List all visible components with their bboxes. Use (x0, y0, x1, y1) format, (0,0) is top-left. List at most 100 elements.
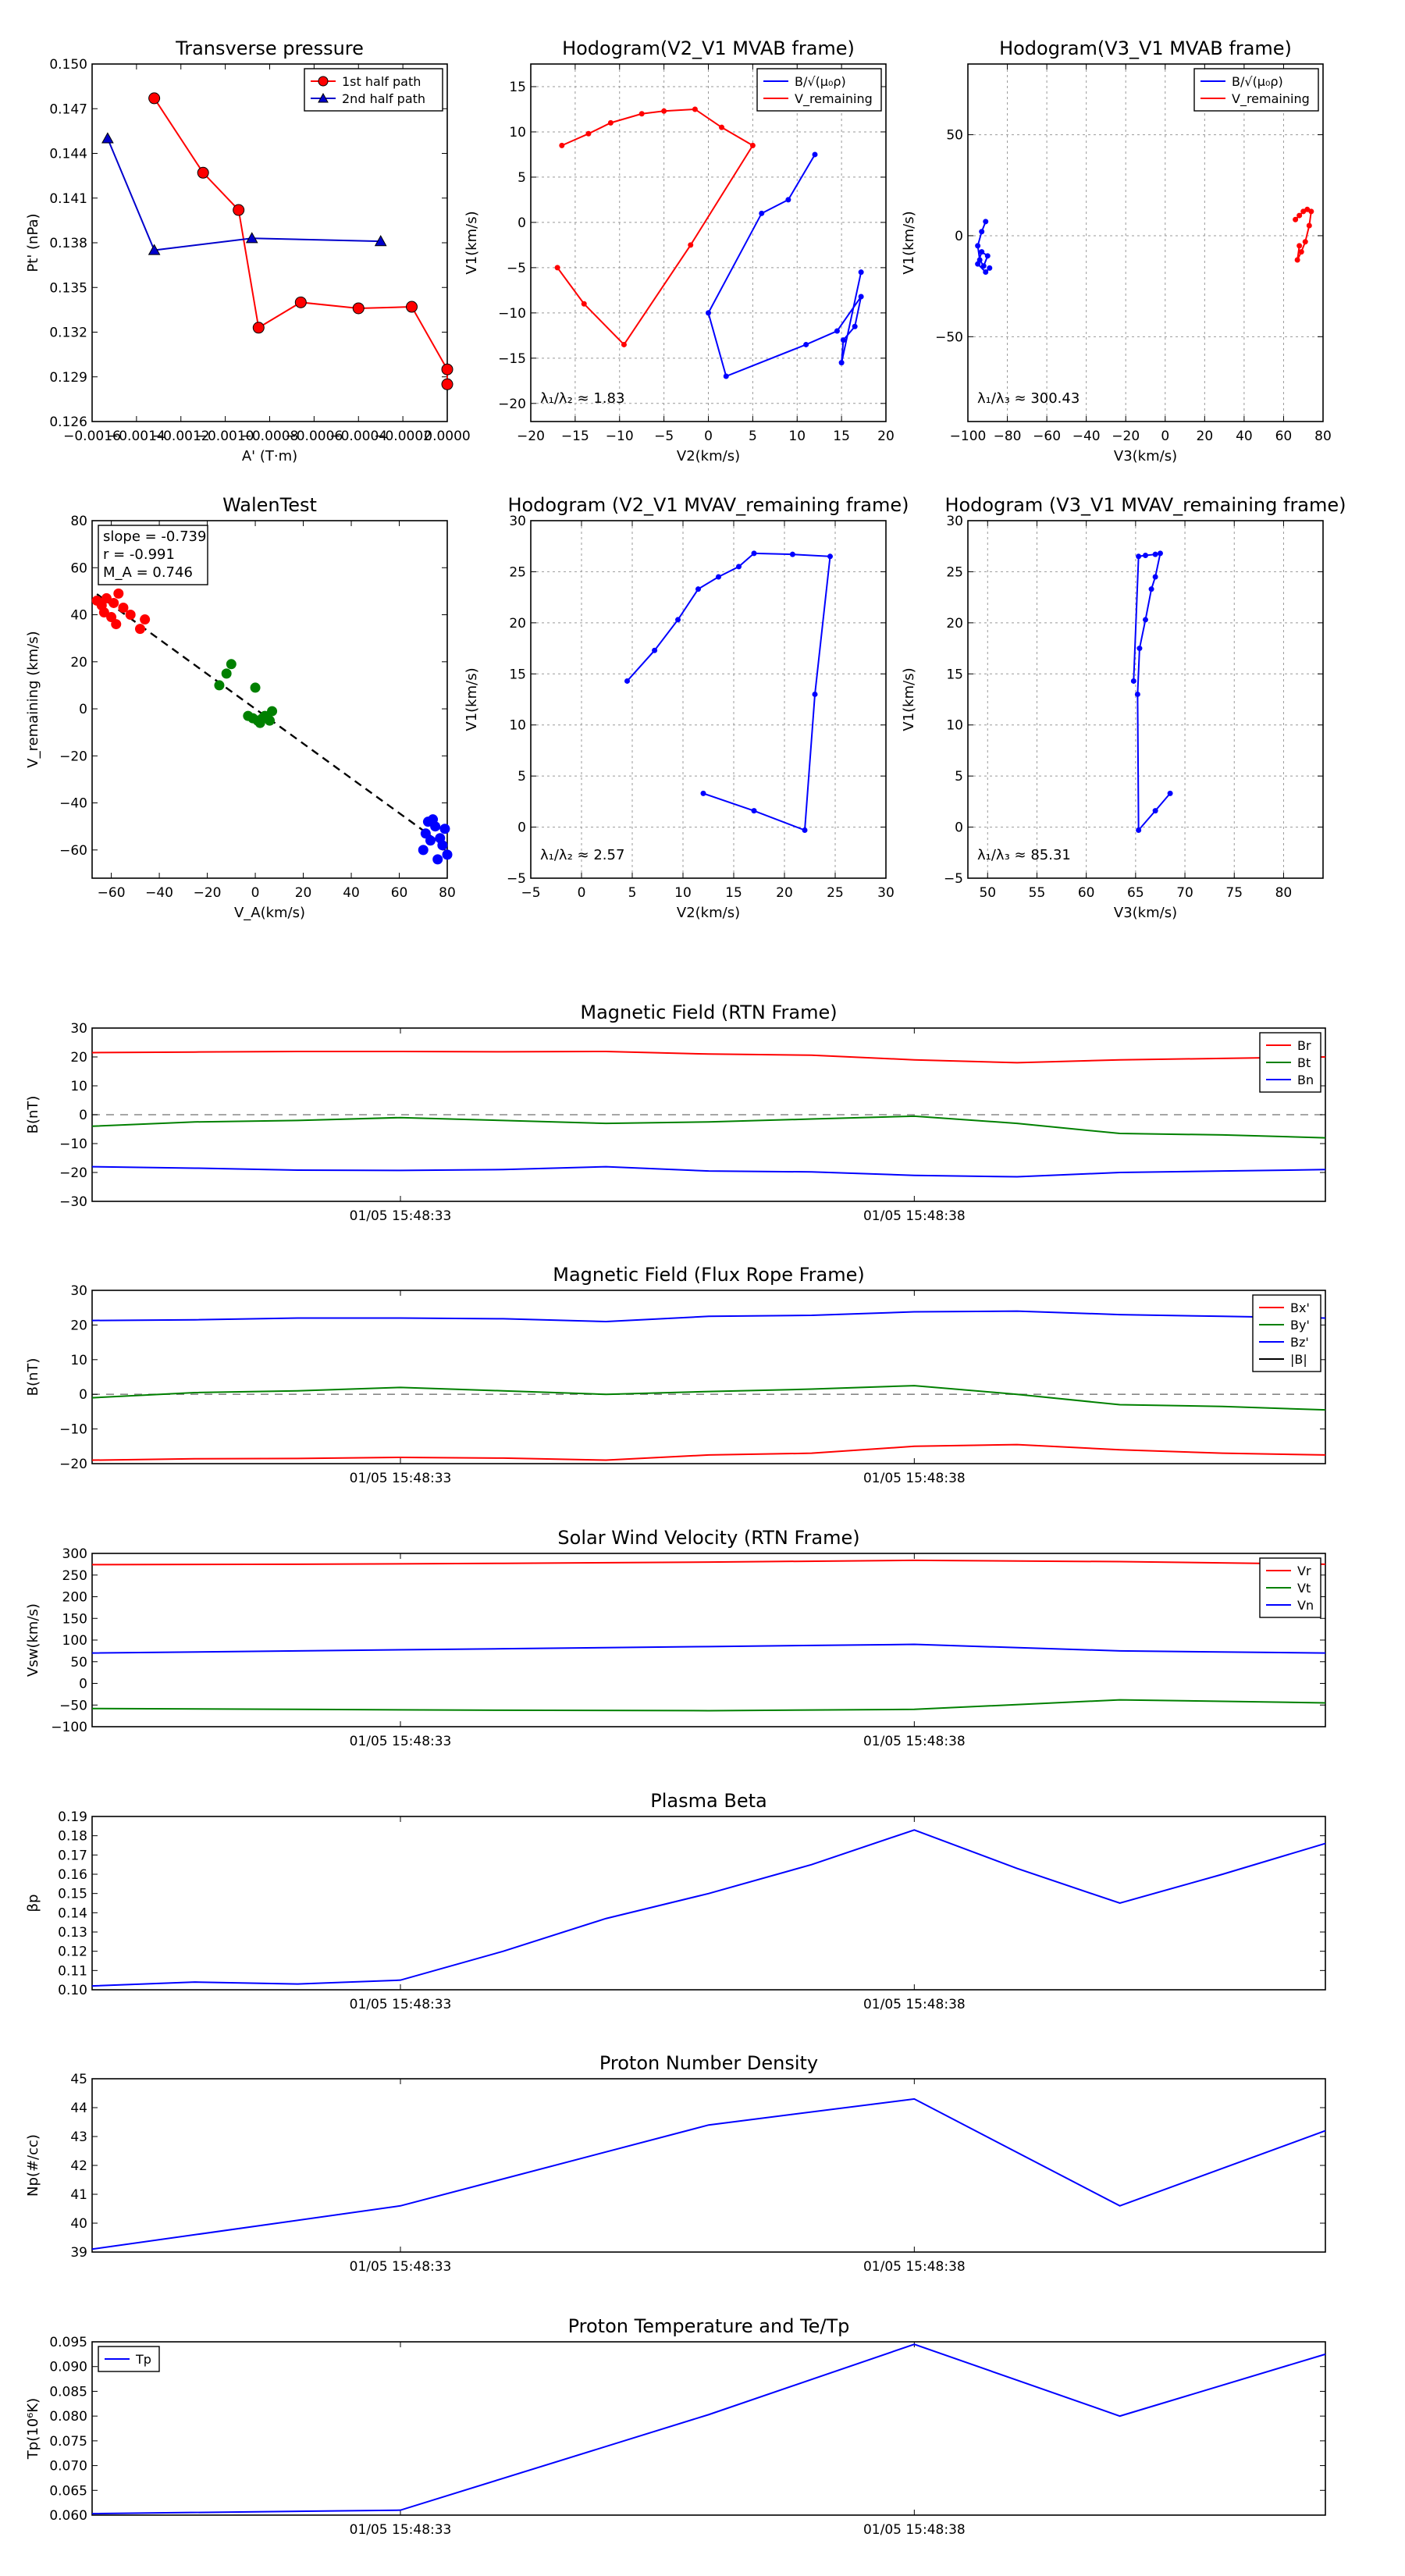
annotation: λ₁/λ₃ ≈ 85.31 (977, 847, 1071, 863)
y-tick-label: 0.14 (58, 1905, 87, 1921)
stats-box (98, 525, 208, 585)
data-point (700, 790, 706, 796)
data-point (661, 108, 667, 114)
series-line-Vr (91, 1559, 1326, 1566)
y-axis-label: V1(km/s) (901, 211, 917, 274)
chart-title: Plasma Beta (650, 1790, 767, 1812)
data-point (979, 229, 985, 235)
plot-frame (967, 63, 1324, 422)
series-group (975, 206, 1314, 276)
x-tick-label: 20 (295, 885, 312, 901)
y-tick-label: 0.135 (49, 280, 87, 296)
series-group (91, 1310, 1326, 1461)
y-tick-label: −100 (51, 1720, 87, 1735)
y-tick-label: −20 (498, 397, 526, 412)
data-point (692, 106, 698, 112)
data-point (98, 607, 109, 618)
chart-title: Hodogram (V2_V1 MVAV_remaining frame) (507, 494, 909, 516)
annotation: λ₁/λ₂ ≈ 2.57 (540, 847, 624, 863)
legend-label: Vr (1297, 1564, 1311, 1578)
y-tick-label: −10 (498, 306, 526, 322)
x-tick-label: 01/05 15:48:33 (350, 2522, 452, 2538)
data-point (1152, 574, 1158, 580)
series-line-beta (91, 1829, 1326, 1987)
data-point (252, 322, 265, 334)
chart-beta: Plasma Beta 0.10 0.11 0.12 0.13 0.14 0.15 0.16 0… (25, 1790, 1326, 2012)
chart-tp: Transverse pressure 0.126 0.129 0.132 0.135 0… (25, 37, 471, 464)
x-tick-label: 01/05 15:48:38 (863, 1997, 966, 2012)
y-axis-label: Tp(10⁶K) (25, 2398, 41, 2460)
y-axis-label: V1(km/s) (901, 667, 917, 731)
x-tick-label: 01/05 15:48:33 (350, 1997, 452, 2012)
series-line-2nd half path (106, 138, 381, 251)
y-tick-label: 43 (70, 2129, 87, 2145)
y-tick-label: 0 (79, 1108, 87, 1123)
legend-box (756, 68, 882, 112)
series-line-B/√(μ₀ρ) (976, 221, 991, 273)
y-axis-label: V1(km/s) (464, 667, 480, 731)
x-tick-label: −20 (1112, 429, 1140, 444)
data-point (987, 265, 993, 271)
x-tick-label: −80 (994, 429, 1022, 444)
data-point (688, 242, 694, 248)
series-line-Bz' (91, 1310, 1326, 1322)
data-point (785, 197, 791, 203)
data-point (214, 680, 225, 691)
x-tick-label: 0 (704, 429, 713, 444)
chart-title: Solar Wind Velocity (RTN Frame) (557, 1527, 859, 1549)
y-tick-label: −5 (507, 261, 526, 276)
x-tick-label: 60 (1275, 429, 1293, 444)
series-group (91, 2097, 1326, 2250)
y-axis-label: V_remaining (km/s) (25, 631, 41, 767)
chart-title: Hodogram (V3_V1 MVAV_remaining frame) (944, 494, 1346, 516)
y-tick-label: 30 (509, 514, 526, 529)
x-tick-label: −5 (521, 885, 540, 901)
chart-vsw: Solar Wind Velocity (RTN Frame) −100 −50 0 5… (25, 1527, 1326, 1749)
data-point (1148, 586, 1154, 592)
legend-label: Bt (1297, 1055, 1311, 1070)
data-point (1306, 222, 1312, 229)
data-point (980, 263, 987, 269)
x-tick-label: −10 (606, 429, 634, 444)
legend-label: Br (1297, 1038, 1311, 1053)
data-point (607, 119, 614, 126)
legend: B/√(μ₀ρ) V_remaining (1193, 68, 1319, 112)
data-point (1143, 617, 1148, 623)
data-point (975, 261, 981, 267)
legend-label: Bx' (1290, 1300, 1310, 1315)
y-tick-label: 0 (79, 702, 87, 717)
data-point (148, 244, 161, 255)
y-tick-label: 25 (946, 564, 963, 580)
data-point (827, 553, 833, 560)
y-tick-label: 20 (70, 1318, 87, 1333)
chart-title: WalenTest (222, 494, 317, 516)
data-point (442, 849, 453, 860)
data-point (585, 130, 592, 137)
data-point (834, 328, 840, 334)
data-point (1297, 243, 1303, 249)
x-axis-label: V2(km/s) (677, 905, 740, 921)
y-tick-label: 40 (70, 2216, 87, 2232)
data-point (581, 301, 587, 307)
x-tick-label: −40 (145, 885, 173, 901)
plot-frame (91, 1290, 1326, 1464)
y-tick-label: 0.085 (49, 2384, 87, 2400)
data-point (1298, 249, 1304, 255)
y-tick-label: 0.15 (58, 1887, 87, 1902)
x-tick-label: 10 (674, 885, 692, 901)
data-point (250, 682, 261, 693)
data-point (802, 827, 808, 833)
data-point (736, 564, 742, 570)
y-tick-label: 5 (955, 769, 963, 785)
y-tick-label: 30 (70, 1021, 87, 1037)
x-tick-label: −15 (561, 429, 589, 444)
x-tick-label: −0.0010 (197, 429, 254, 444)
x-tick-label: −0.0002 (374, 429, 432, 444)
y-tick-label: −20 (59, 749, 87, 764)
chart-title: Proton Temperature and Te/Tp (568, 2315, 850, 2337)
data-point (134, 624, 145, 635)
y-tick-label: −40 (59, 796, 87, 812)
chart-title: Transverse pressure (175, 37, 364, 59)
